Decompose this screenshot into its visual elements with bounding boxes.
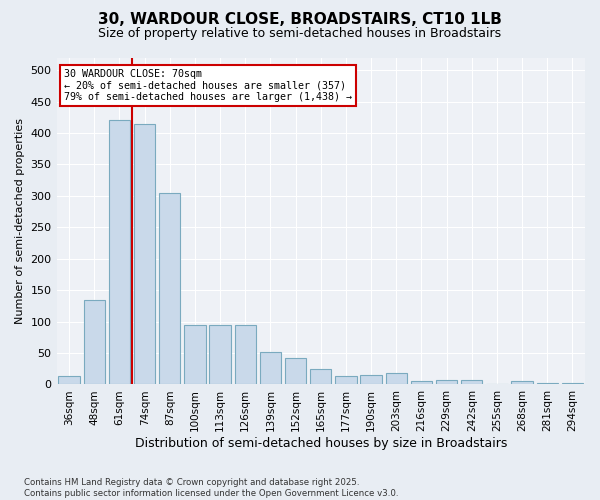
Bar	[436, 380, 457, 384]
Bar	[386, 373, 407, 384]
Bar	[285, 358, 307, 384]
Bar	[335, 376, 356, 384]
Bar	[536, 383, 558, 384]
X-axis label: Distribution of semi-detached houses by size in Broadstairs: Distribution of semi-detached houses by …	[134, 437, 507, 450]
Bar	[83, 300, 105, 384]
Bar	[361, 375, 382, 384]
Bar	[310, 368, 331, 384]
Y-axis label: Number of semi-detached properties: Number of semi-detached properties	[15, 118, 25, 324]
Bar	[235, 324, 256, 384]
Text: 30 WARDOUR CLOSE: 70sqm
← 20% of semi-detached houses are smaller (357)
79% of s: 30 WARDOUR CLOSE: 70sqm ← 20% of semi-de…	[64, 69, 352, 102]
Text: 30, WARDOUR CLOSE, BROADSTAIRS, CT10 1LB: 30, WARDOUR CLOSE, BROADSTAIRS, CT10 1LB	[98, 12, 502, 28]
Bar	[159, 192, 181, 384]
Bar	[562, 383, 583, 384]
Bar	[511, 382, 533, 384]
Bar	[411, 382, 432, 384]
Bar	[260, 352, 281, 384]
Bar	[58, 376, 80, 384]
Text: Contains HM Land Registry data © Crown copyright and database right 2025.
Contai: Contains HM Land Registry data © Crown c…	[24, 478, 398, 498]
Bar	[109, 120, 130, 384]
Bar	[209, 324, 231, 384]
Bar	[461, 380, 482, 384]
Text: Size of property relative to semi-detached houses in Broadstairs: Size of property relative to semi-detach…	[98, 28, 502, 40]
Bar	[184, 324, 206, 384]
Bar	[134, 124, 155, 384]
